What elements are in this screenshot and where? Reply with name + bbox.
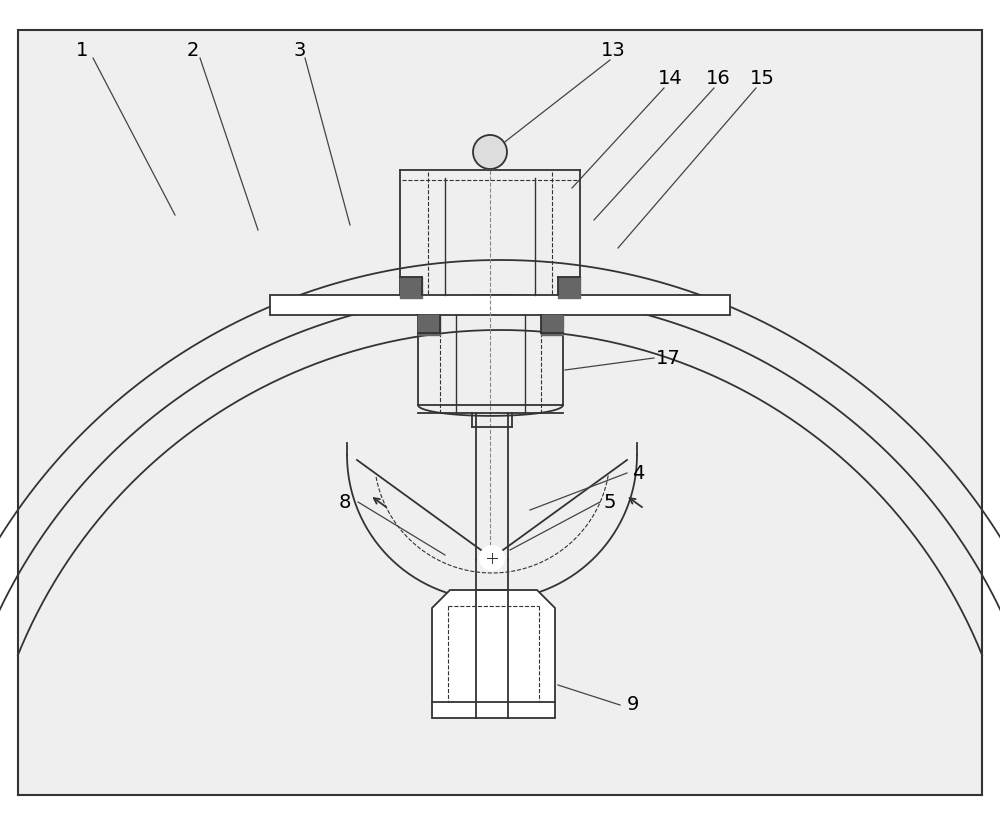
Circle shape bbox=[480, 546, 504, 570]
Text: 8: 8 bbox=[339, 493, 351, 511]
Text: 3: 3 bbox=[294, 41, 306, 59]
Text: 1: 1 bbox=[76, 41, 88, 59]
Text: 2: 2 bbox=[187, 41, 199, 59]
Text: 5: 5 bbox=[604, 493, 616, 511]
Text: 9: 9 bbox=[627, 695, 639, 715]
Text: 14: 14 bbox=[658, 68, 682, 88]
Text: 17: 17 bbox=[656, 349, 680, 367]
PathPatch shape bbox=[432, 590, 555, 718]
Text: 16: 16 bbox=[706, 68, 730, 88]
Text: 15: 15 bbox=[750, 68, 774, 88]
Circle shape bbox=[473, 135, 507, 169]
Text: 13: 13 bbox=[601, 41, 625, 59]
Bar bbox=[270, 295, 730, 315]
Text: 4: 4 bbox=[632, 463, 644, 482]
